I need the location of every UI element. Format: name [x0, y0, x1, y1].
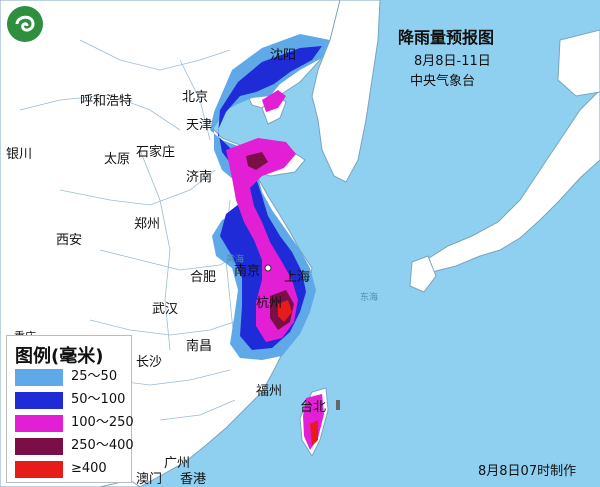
province-borders	[19, 39, 246, 421]
legend: 图例(毫米) 25～50 50～100 100～250 250～400 ≥400	[6, 335, 134, 483]
city-label-guangzhou: 广州	[164, 456, 191, 471]
city-label-hangzhou: 杭州	[256, 296, 283, 311]
city-label-nanchang: 南昌	[186, 339, 213, 354]
legend-item: 50～100	[15, 389, 125, 411]
legend-item: ≥400	[15, 458, 107, 480]
rain-zone-400	[278, 300, 318, 446]
legend-item: 100～250	[15, 412, 134, 434]
legend-swatch-25-50	[15, 368, 63, 386]
korean-peninsula	[311, 0, 381, 183]
legend-label: 50～100	[71, 392, 126, 407]
legend-swatch-250-400	[15, 437, 63, 455]
production-time: 8月8日07时制作	[478, 464, 577, 479]
city-label-zhengzhou: 郑州	[134, 217, 161, 232]
city-label-wuhan: 武汉	[152, 302, 179, 317]
legend-item: 25～50	[15, 366, 117, 388]
legend-item: 250～400	[15, 435, 134, 457]
hokkaido	[557, 29, 600, 97]
city-label-hongkong: 香港	[180, 472, 207, 487]
city-label-tianjin: 天津	[186, 118, 213, 133]
city-label-shanghai: 上海	[284, 270, 311, 285]
island-marker	[336, 400, 340, 410]
city-label-xian: 西安	[56, 233, 83, 248]
legend-swatch-400	[15, 460, 63, 478]
city-label-shenyang: 沈阳	[270, 48, 297, 63]
rain-zone-100-250-north	[262, 90, 286, 112]
city-label-beijing: 北京	[182, 90, 209, 105]
cma-logo	[7, 6, 43, 42]
city-label-hefei: 合肥	[190, 270, 217, 285]
city-label-fuzhou: 福州	[256, 384, 283, 399]
city-label-changsha: 长沙	[136, 355, 163, 370]
date-range: 8月8日-11日	[414, 54, 491, 69]
city-label-taipei: 台北	[300, 400, 327, 415]
legend-swatch-50-100	[15, 391, 63, 409]
city-label-hohhot: 呼和浩特	[80, 94, 133, 109]
sea-label-2: 东海	[360, 291, 378, 303]
city-markers	[264, 264, 272, 272]
legend-label: 25～50	[71, 369, 118, 384]
city-label-taiyuan: 太原	[104, 152, 131, 167]
rain-zone-100-250	[226, 138, 298, 342]
map-title: 降雨量预报图	[398, 28, 495, 47]
legend-label: ≥400	[71, 461, 107, 476]
city-label-macau: 澳门	[136, 472, 163, 487]
legend-label: 100～250	[71, 415, 134, 430]
legend-title: 图例(毫米)	[15, 346, 104, 367]
city-label-yinchuan: 银川	[6, 147, 33, 162]
rain-zone-50-100	[218, 46, 322, 350]
city-label-jinan: 济南	[186, 170, 213, 185]
issuer: 中央气象台	[410, 74, 476, 89]
legend-swatch-100-250	[15, 414, 63, 432]
kyushu	[409, 255, 437, 293]
city-label-shijiazhuang: 石家庄	[136, 145, 176, 160]
sea-label-1: 黄海	[226, 253, 244, 265]
city-label-nanjing: 南京	[234, 264, 261, 279]
rain-zone-100-250-taiwan	[303, 394, 324, 450]
legend-label: 250～400	[71, 438, 134, 453]
